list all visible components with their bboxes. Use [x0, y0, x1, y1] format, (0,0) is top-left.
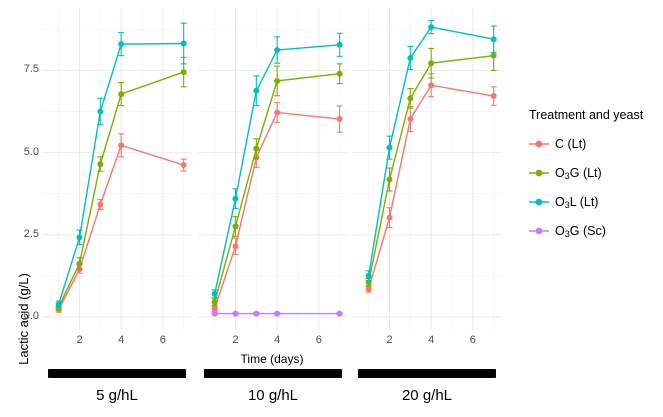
- data-point: [211, 299, 218, 306]
- legend-marker-icon: [529, 192, 549, 212]
- x-axis-tick-label: 6: [315, 334, 322, 346]
- x-axis-label: Time (days): [240, 352, 304, 366]
- data-point: [386, 144, 393, 151]
- legend-item-label: O3L (Lt): [555, 195, 599, 210]
- data-point: [97, 161, 104, 168]
- x-axis-tick-label: 2: [232, 334, 239, 346]
- data-point: [274, 77, 281, 84]
- data-point: [490, 36, 497, 43]
- data-point: [365, 272, 372, 279]
- data-point: [232, 310, 239, 317]
- data-point: [490, 52, 497, 59]
- data-point: [232, 223, 239, 230]
- data-point: [180, 40, 187, 47]
- legend-item-label: O3G (Lt): [555, 166, 602, 181]
- data-point: [490, 93, 497, 100]
- legend-item-label: C (Lt): [555, 137, 587, 151]
- x-axis-tick-label: 2: [386, 334, 393, 346]
- data-point: [386, 214, 393, 221]
- x-axis-tick-label: 2: [76, 334, 83, 346]
- legend-item-label: O3G (Sc): [555, 224, 606, 239]
- data-point: [428, 82, 435, 89]
- data-point: [274, 310, 281, 317]
- data-point: [76, 234, 83, 241]
- x-axis-tick-label: 4: [118, 334, 125, 346]
- facet-panel: [352, 8, 502, 330]
- y-axis-tick-label: 0.0: [23, 309, 39, 322]
- data-point: [76, 260, 83, 267]
- data-point: [407, 54, 414, 61]
- facet-panel: [42, 8, 192, 330]
- legend-item[interactable]: O3G (Lt): [529, 163, 602, 183]
- legend-item[interactable]: C (Lt): [529, 134, 586, 154]
- x-axis-tick-label: 4: [428, 334, 435, 346]
- data-point: [118, 142, 125, 149]
- legend-marker-icon: [529, 134, 549, 154]
- facet-strip-label: 5 g/hL: [96, 387, 138, 404]
- facet-strip-bar: [48, 369, 186, 378]
- data-point: [386, 176, 393, 183]
- data-point: [232, 195, 239, 202]
- data-point: [428, 60, 435, 67]
- data-point: [274, 47, 281, 54]
- data-point: [97, 108, 104, 115]
- legend-title: Treatment and yeast: [529, 108, 644, 122]
- facet-panel: [198, 8, 348, 330]
- data-point: [180, 162, 187, 169]
- legend-marker-icon: [529, 163, 549, 183]
- y-axis-label: Lactic acid (g/L): [16, 94, 31, 365]
- data-point: [118, 91, 125, 98]
- data-point: [232, 243, 239, 250]
- facet-strip-bar: [358, 369, 496, 378]
- data-point: [253, 87, 260, 94]
- legend-marker-icon: [529, 221, 549, 241]
- y-axis-tick-label: 2.5: [23, 227, 39, 240]
- data-point: [211, 290, 218, 297]
- data-point: [253, 310, 260, 317]
- data-point: [336, 116, 343, 123]
- data-point: [274, 109, 281, 116]
- data-point: [118, 41, 125, 48]
- x-axis-tick-label: 6: [159, 334, 166, 346]
- data-point: [365, 285, 372, 292]
- data-point: [336, 41, 343, 48]
- data-point: [407, 116, 414, 123]
- data-point: [253, 145, 260, 152]
- legend-item[interactable]: O3L (Lt): [529, 192, 598, 212]
- x-axis-tick-label: 4: [274, 334, 281, 346]
- data-point: [180, 69, 187, 76]
- data-point: [211, 310, 218, 317]
- data-point: [55, 301, 62, 308]
- facet-strip-label: 20 g/hL: [401, 387, 453, 404]
- legend-item[interactable]: O3G (Sc): [529, 221, 606, 241]
- x-axis-tick-label: 6: [469, 334, 476, 346]
- data-point: [97, 201, 104, 208]
- y-axis-tick-label: 7.5: [23, 63, 39, 76]
- data-point: [407, 95, 414, 102]
- data-point: [336, 70, 343, 77]
- data-point: [428, 24, 435, 31]
- data-point: [336, 310, 343, 317]
- facet-strip-label: 10 g/hL: [247, 387, 299, 404]
- data-point: [211, 305, 218, 312]
- facet-strip-bar: [204, 369, 342, 378]
- y-axis-tick-label: 5.0: [23, 145, 39, 158]
